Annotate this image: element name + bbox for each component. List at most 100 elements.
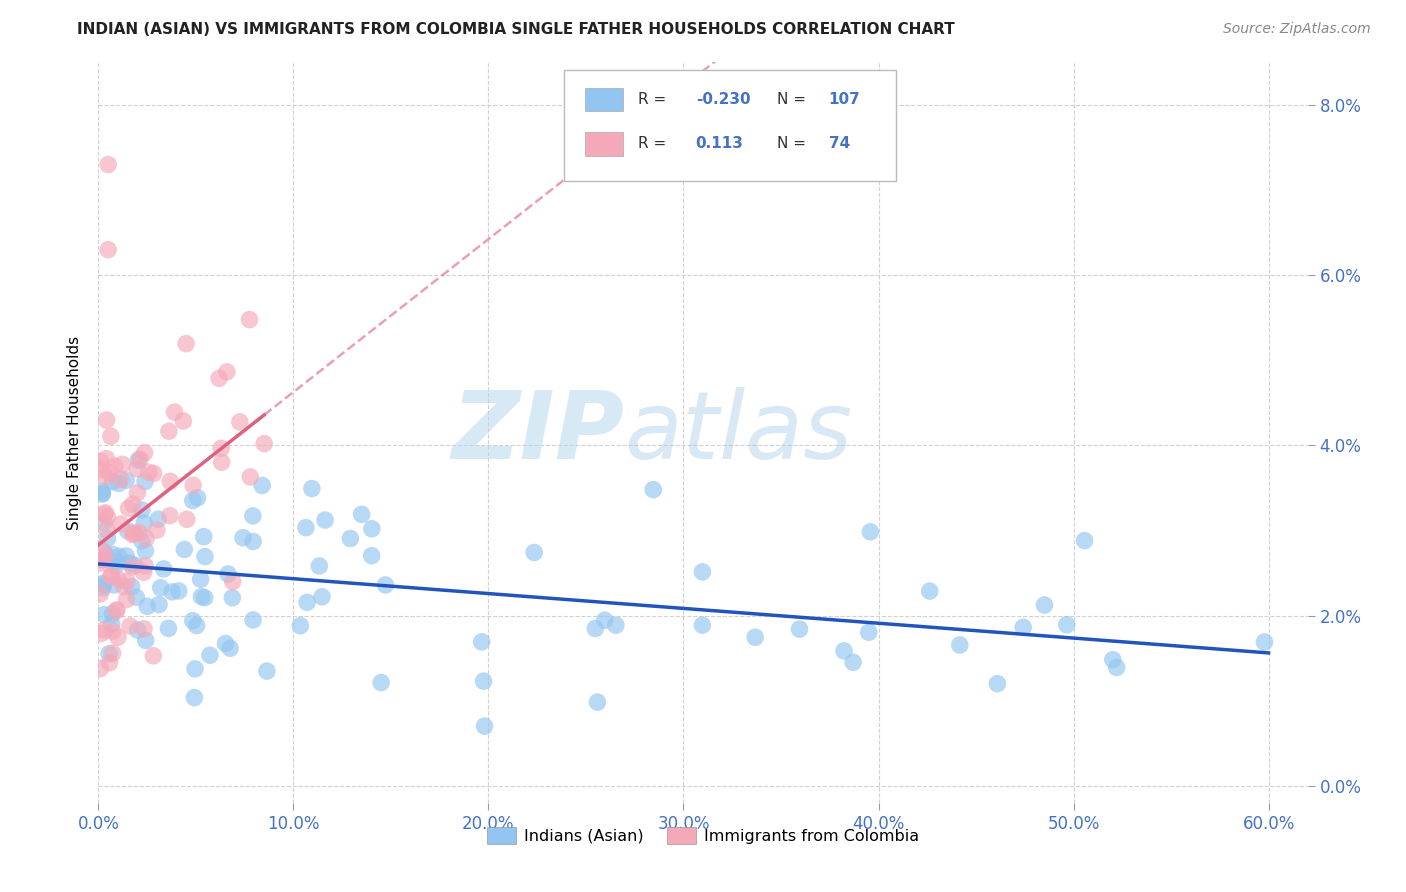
Text: 107: 107 [828,92,860,107]
Point [176,512,198,526]
Point [93,516,115,530]
Point [105,603,128,617]
Point [1033,598,1056,612]
Point [290,618,312,632]
Point [98,656,121,670]
Text: 0.113: 0.113 [696,136,744,152]
Point [108,549,131,564]
Point [91,576,114,591]
Point [124,526,146,541]
Text: -0.230: -0.230 [696,92,751,107]
Text: N =: N = [776,136,806,152]
Point [221,591,243,605]
Point [222,574,245,589]
Point [97,466,120,480]
Point [91,486,114,500]
Point [94,469,117,483]
Point [186,491,208,505]
Text: ZIP: ZIP [451,386,624,479]
Point [1253,635,1275,649]
Point [115,473,138,487]
Point [842,655,865,669]
Point [97,157,120,171]
Point [1056,617,1078,632]
Point [194,591,217,605]
Point [160,584,183,599]
Point [1012,620,1035,634]
Point [100,569,122,583]
Point [110,517,132,532]
Point [149,581,172,595]
Point [211,455,233,469]
Point [89,661,111,675]
Point [194,549,217,564]
Point [301,482,323,496]
Point [100,429,122,443]
Point [96,532,118,546]
Point [100,569,122,583]
Point [105,604,128,618]
Point [586,695,609,709]
Point [949,638,972,652]
Point [101,624,124,639]
Point [93,623,115,637]
Point [121,580,143,594]
Point [832,644,855,658]
Point [472,674,495,689]
Point [101,646,124,660]
Text: N =: N = [776,92,806,107]
Point [1073,533,1095,548]
Point [181,478,204,492]
Point [859,524,882,539]
Point [1105,660,1128,674]
Point [692,565,714,579]
Point [90,626,112,640]
Point [105,554,128,568]
Point [127,623,149,637]
Point [127,485,149,500]
Text: 74: 74 [828,136,851,152]
Point [214,636,236,650]
Text: R =: R = [638,92,666,107]
Point [190,572,212,586]
Legend: Indians (Asian), Immigrants from Colombia: Indians (Asian), Immigrants from Colombi… [481,821,925,850]
Point [135,633,157,648]
Point [163,405,186,419]
Point [215,365,238,379]
Point [100,616,122,631]
Point [104,558,127,573]
Point [101,475,124,489]
Point [157,621,180,635]
Point [101,548,124,562]
Point [183,690,205,705]
Point [311,590,333,604]
Point [110,472,132,486]
Point [159,475,181,489]
Point [242,534,264,549]
Point [209,442,232,456]
Point [107,572,129,586]
Point [314,513,336,527]
Point [90,541,112,556]
Point [134,543,156,558]
Point [121,560,143,574]
Point [117,501,139,516]
Point [360,522,382,536]
Point [374,578,396,592]
Point [112,580,135,594]
Point [242,613,264,627]
Point [692,618,714,632]
Point [107,476,129,491]
Point [339,532,361,546]
Point [252,478,274,492]
Point [184,662,207,676]
Point [89,454,111,468]
FancyBboxPatch shape [585,132,623,156]
Point [986,676,1008,690]
Point [103,578,125,592]
Point [125,462,148,476]
Point [134,475,156,489]
Point [159,508,181,523]
Point [232,531,254,545]
Point [118,556,141,570]
